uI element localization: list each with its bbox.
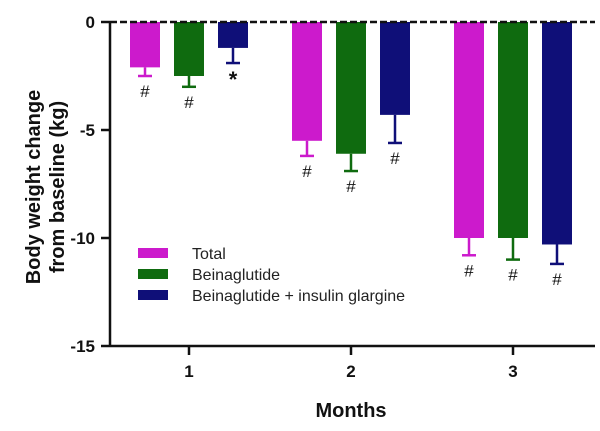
bar-total-1 (130, 22, 160, 68)
legend-label: Beinaglutide + insulin glargine (192, 288, 405, 305)
significance-marker: # (552, 270, 562, 289)
labels-layer: # # # # # # * # #0 -5 -10 -15 1 2 3 (70, 13, 562, 381)
legend-label: Beinaglutide (192, 267, 280, 284)
x-tick-label: 1 (184, 362, 193, 381)
bar-total-3 (454, 22, 484, 238)
legend-swatch (138, 290, 168, 300)
x-tick-label: 2 (346, 362, 355, 381)
significance-marker: * (229, 67, 238, 92)
y-tick-label: 0 (86, 13, 95, 32)
legend-swatch (138, 248, 168, 258)
bars-layer (130, 22, 572, 266)
y-tick-label: -10 (70, 229, 95, 248)
x-tick-label: 3 (508, 362, 517, 381)
significance-marker: # (184, 93, 194, 112)
y-tick-label: -15 (70, 337, 95, 356)
bar-beinaglutide-insulin-glargine-3 (542, 22, 572, 245)
significance-marker: # (302, 162, 312, 181)
x-axis-title: Months (315, 400, 386, 422)
significance-marker: # (390, 149, 400, 168)
significance-marker: # (346, 177, 356, 196)
y-axis-title-line-1: Body weight change (23, 90, 45, 284)
significance-marker: # (508, 266, 518, 285)
bar-beinaglutide-insulin-glargine-1 (218, 22, 248, 48)
legend: Total Beinaglutide Beinaglutide + insulin … (138, 246, 405, 305)
y-tick-label: -5 (80, 121, 95, 140)
significance-marker: # (140, 82, 150, 101)
legend-swatch (138, 269, 168, 279)
bar-total-2 (292, 22, 322, 141)
significance-marker: # (464, 261, 474, 280)
axes-layer (101, 20, 595, 355)
bar-beinaglutide-2 (336, 22, 366, 154)
bar-beinaglutide-insulin-glargine-2 (380, 22, 410, 115)
legend-label: Total (192, 246, 226, 263)
y-axis-title-line-2: from baseline (kg) (47, 101, 69, 273)
bar-beinaglutide-3 (498, 22, 528, 238)
bar-beinaglutide-1 (174, 22, 204, 76)
